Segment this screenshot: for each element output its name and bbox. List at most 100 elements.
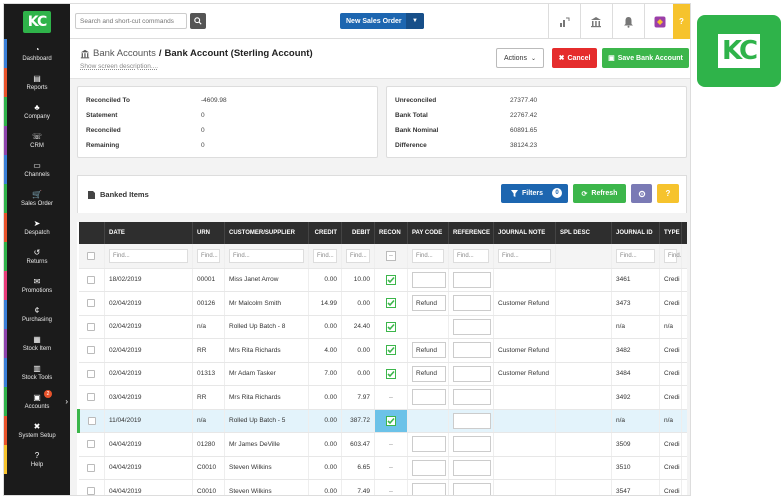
row-checkbox[interactable] — [87, 322, 96, 331]
more-vertical-icon[interactable]: ⋮ — [686, 369, 687, 378]
column-find-input[interactable]: Find... — [313, 248, 337, 263]
customer-cell[interactable]: Rolled Up Batch - 5 — [224, 409, 309, 433]
sidebar-item-crm[interactable]: ☏ CRM — [4, 126, 70, 155]
pay-code-input[interactable]: Refund — [412, 342, 446, 359]
pay-code-input[interactable] — [412, 271, 446, 288]
more-vertical-icon[interactable]: ⋮ — [686, 487, 687, 495]
recon-checkbox[interactable] — [386, 345, 396, 356]
save-bank-account-button[interactable]: ▣ Save Bank Account — [602, 48, 689, 68]
pay-code-input[interactable] — [412, 483, 446, 495]
sidebar-item-help[interactable]: ? Help — [4, 445, 70, 474]
table-row[interactable]: 02/04/2019 n/a Rolled Up Batch - 8 0.00 24.4… — [78, 315, 687, 339]
customer-cell[interactable]: Steven Wilkins — [224, 456, 309, 480]
signal-button[interactable] — [548, 4, 579, 39]
bank-button[interactable] — [580, 4, 611, 39]
column-find-input[interactable]: Find... — [229, 248, 304, 263]
sidebar-item-dashboard[interactable]: ◔ Dashboard — [4, 39, 70, 68]
pay-code-input[interactable]: Refund — [412, 365, 446, 382]
new-sales-order-dropdown[interactable]: ▼ — [406, 13, 424, 29]
reference-input[interactable] — [453, 412, 491, 429]
row-checkbox[interactable] — [87, 369, 96, 378]
recon-dash[interactable]: – — [389, 440, 393, 448]
help-button[interactable]: ? — [673, 4, 690, 39]
sidebar-item-sales-order[interactable]: 🛒 Sales Order — [4, 184, 70, 213]
table-row[interactable]: 11/04/2019 n/a Rolled Up Batch - 5 0.00 387.… — [77, 409, 687, 433]
column-header[interactable]: URN — [192, 222, 225, 244]
row-checkbox[interactable] — [87, 487, 96, 495]
row-checkbox[interactable] — [87, 393, 96, 402]
sidebar-item-returns[interactable]: ↺ Returns — [4, 242, 70, 271]
sidebar-item-channels[interactable]: ▭ Channels — [4, 155, 70, 184]
sidebar-item-promotions[interactable]: ✉ Promotions — [4, 271, 70, 300]
actions-dropdown[interactable]: Actions ⌄ — [496, 48, 544, 68]
sidebar-item-company[interactable]: ♣ Company — [4, 97, 70, 126]
more-vertical-icon[interactable]: ⋮ — [686, 463, 687, 472]
reference-input[interactable] — [453, 295, 491, 312]
refresh-button[interactable]: ⟳ Refresh — [573, 184, 626, 203]
app-store-button[interactable] — [644, 4, 675, 39]
row-checkbox[interactable] — [87, 440, 96, 449]
recon-checkbox[interactable] — [386, 321, 396, 332]
sidebar-item-reports[interactable]: ▤ Reports — [4, 68, 70, 97]
reference-input[interactable] — [453, 459, 491, 476]
settings-button[interactable] — [631, 184, 652, 203]
filters-button[interactable]: Filters 0 — [501, 184, 568, 203]
reference-input[interactable] — [453, 318, 491, 335]
recon-dash[interactable]: – — [389, 393, 393, 401]
table-row[interactable]: 04/04/2019 C0010 Steven Wilkins 0.00 6.65 – 35… — [78, 456, 687, 480]
sidebar-logo[interactable]: KC — [4, 4, 70, 39]
column-header[interactable]: DATE — [104, 222, 193, 244]
column-find-input[interactable]: Find... — [498, 248, 551, 263]
column-header[interactable]: JOURNAL ID — [611, 222, 660, 244]
select-all-checkbox[interactable] — [87, 251, 96, 260]
customer-cell[interactable]: Mr James DeVille — [224, 432, 309, 457]
customer-cell[interactable]: Mrs Rita Richards — [224, 338, 309, 363]
customer-cell[interactable]: Miss Janet Arrow — [224, 268, 309, 292]
column-header[interactable]: REFERENCE — [448, 222, 494, 244]
pay-code-input[interactable] — [412, 459, 446, 476]
column-header[interactable]: SPL DESC — [555, 222, 612, 244]
sidebar-item-purchasing[interactable]: ¢ Purchasing — [4, 300, 70, 329]
breadcrumb-bank-accounts[interactable]: Bank Accounts — [93, 48, 156, 59]
recon-dash[interactable]: – — [389, 464, 393, 472]
column-find-input[interactable]: Find... — [346, 248, 370, 263]
customer-cell[interactable]: Steven Wilkins — [224, 479, 309, 495]
more-vertical-icon[interactable]: ⋮ — [686, 346, 687, 355]
row-checkbox[interactable] — [88, 416, 96, 425]
column-header[interactable]: JOURNAL NOTE — [493, 222, 556, 244]
table-row[interactable]: 04/04/2019 01280 Mr James DeVille 0.00 603.4… — [78, 432, 687, 457]
more-vertical-icon[interactable]: ⋮ — [686, 416, 687, 425]
more-vertical-icon[interactable]: ⋮ — [686, 440, 687, 449]
column-header[interactable]: RECON — [374, 222, 408, 244]
customer-cell[interactable]: Mr Malcolm Smith — [224, 291, 309, 316]
reference-input[interactable] — [453, 436, 491, 453]
recon-checkbox[interactable] — [386, 274, 396, 285]
column-header[interactable]: DEBIT — [341, 222, 375, 244]
column-find-input[interactable]: Find... — [109, 248, 188, 263]
pay-code-input[interactable] — [412, 389, 446, 406]
more-vertical-icon[interactable]: ⋮ — [686, 275, 687, 284]
show-screen-description-link[interactable]: Show screen description.... — [80, 63, 159, 70]
column-header[interactable]: TYPE — [659, 222, 682, 244]
column-find-input[interactable]: Find... — [616, 248, 655, 263]
column-header[interactable]: CUSTOMER/SUPPLIER — [224, 222, 309, 244]
customer-cell[interactable]: Mr Adam Tasker — [224, 362, 309, 386]
customer-cell[interactable]: Mrs Rita Richards — [224, 385, 309, 410]
pay-code-input[interactable] — [412, 436, 446, 453]
search-button[interactable] — [190, 13, 206, 29]
more-vertical-icon[interactable]: ⋮ — [686, 322, 687, 331]
table-row[interactable]: 02/04/2019 RR Mrs Rita Richards 4.00 0.00 Ref… — [78, 338, 687, 363]
table-row[interactable]: 03/04/2019 RR Mrs Rita Richards 0.00 7.97 – 34… — [78, 385, 687, 410]
sidebar-item-system-setup[interactable]: ✖ System Setup — [4, 416, 70, 445]
reference-input[interactable] — [453, 365, 491, 382]
customer-cell[interactable]: Rolled Up Batch - 8 — [224, 315, 309, 339]
more-vertical-icon[interactable]: ⋮ — [686, 393, 687, 402]
search-input[interactable] — [75, 13, 187, 29]
table-row[interactable]: 04/04/2019 C0010 Steven Wilkins 0.00 7.49 – 35… — [78, 479, 687, 495]
column-header[interactable]: PAY CODE — [407, 222, 449, 244]
row-checkbox[interactable] — [87, 275, 96, 284]
column-find-input[interactable]: Find... — [453, 248, 489, 263]
new-sales-order-button[interactable]: New Sales Order ▼ — [340, 13, 424, 29]
row-checkbox[interactable] — [87, 463, 96, 472]
table-row[interactable]: 02/04/2019 00126 Mr Malcolm Smith 14.99 0.00… — [78, 291, 687, 316]
